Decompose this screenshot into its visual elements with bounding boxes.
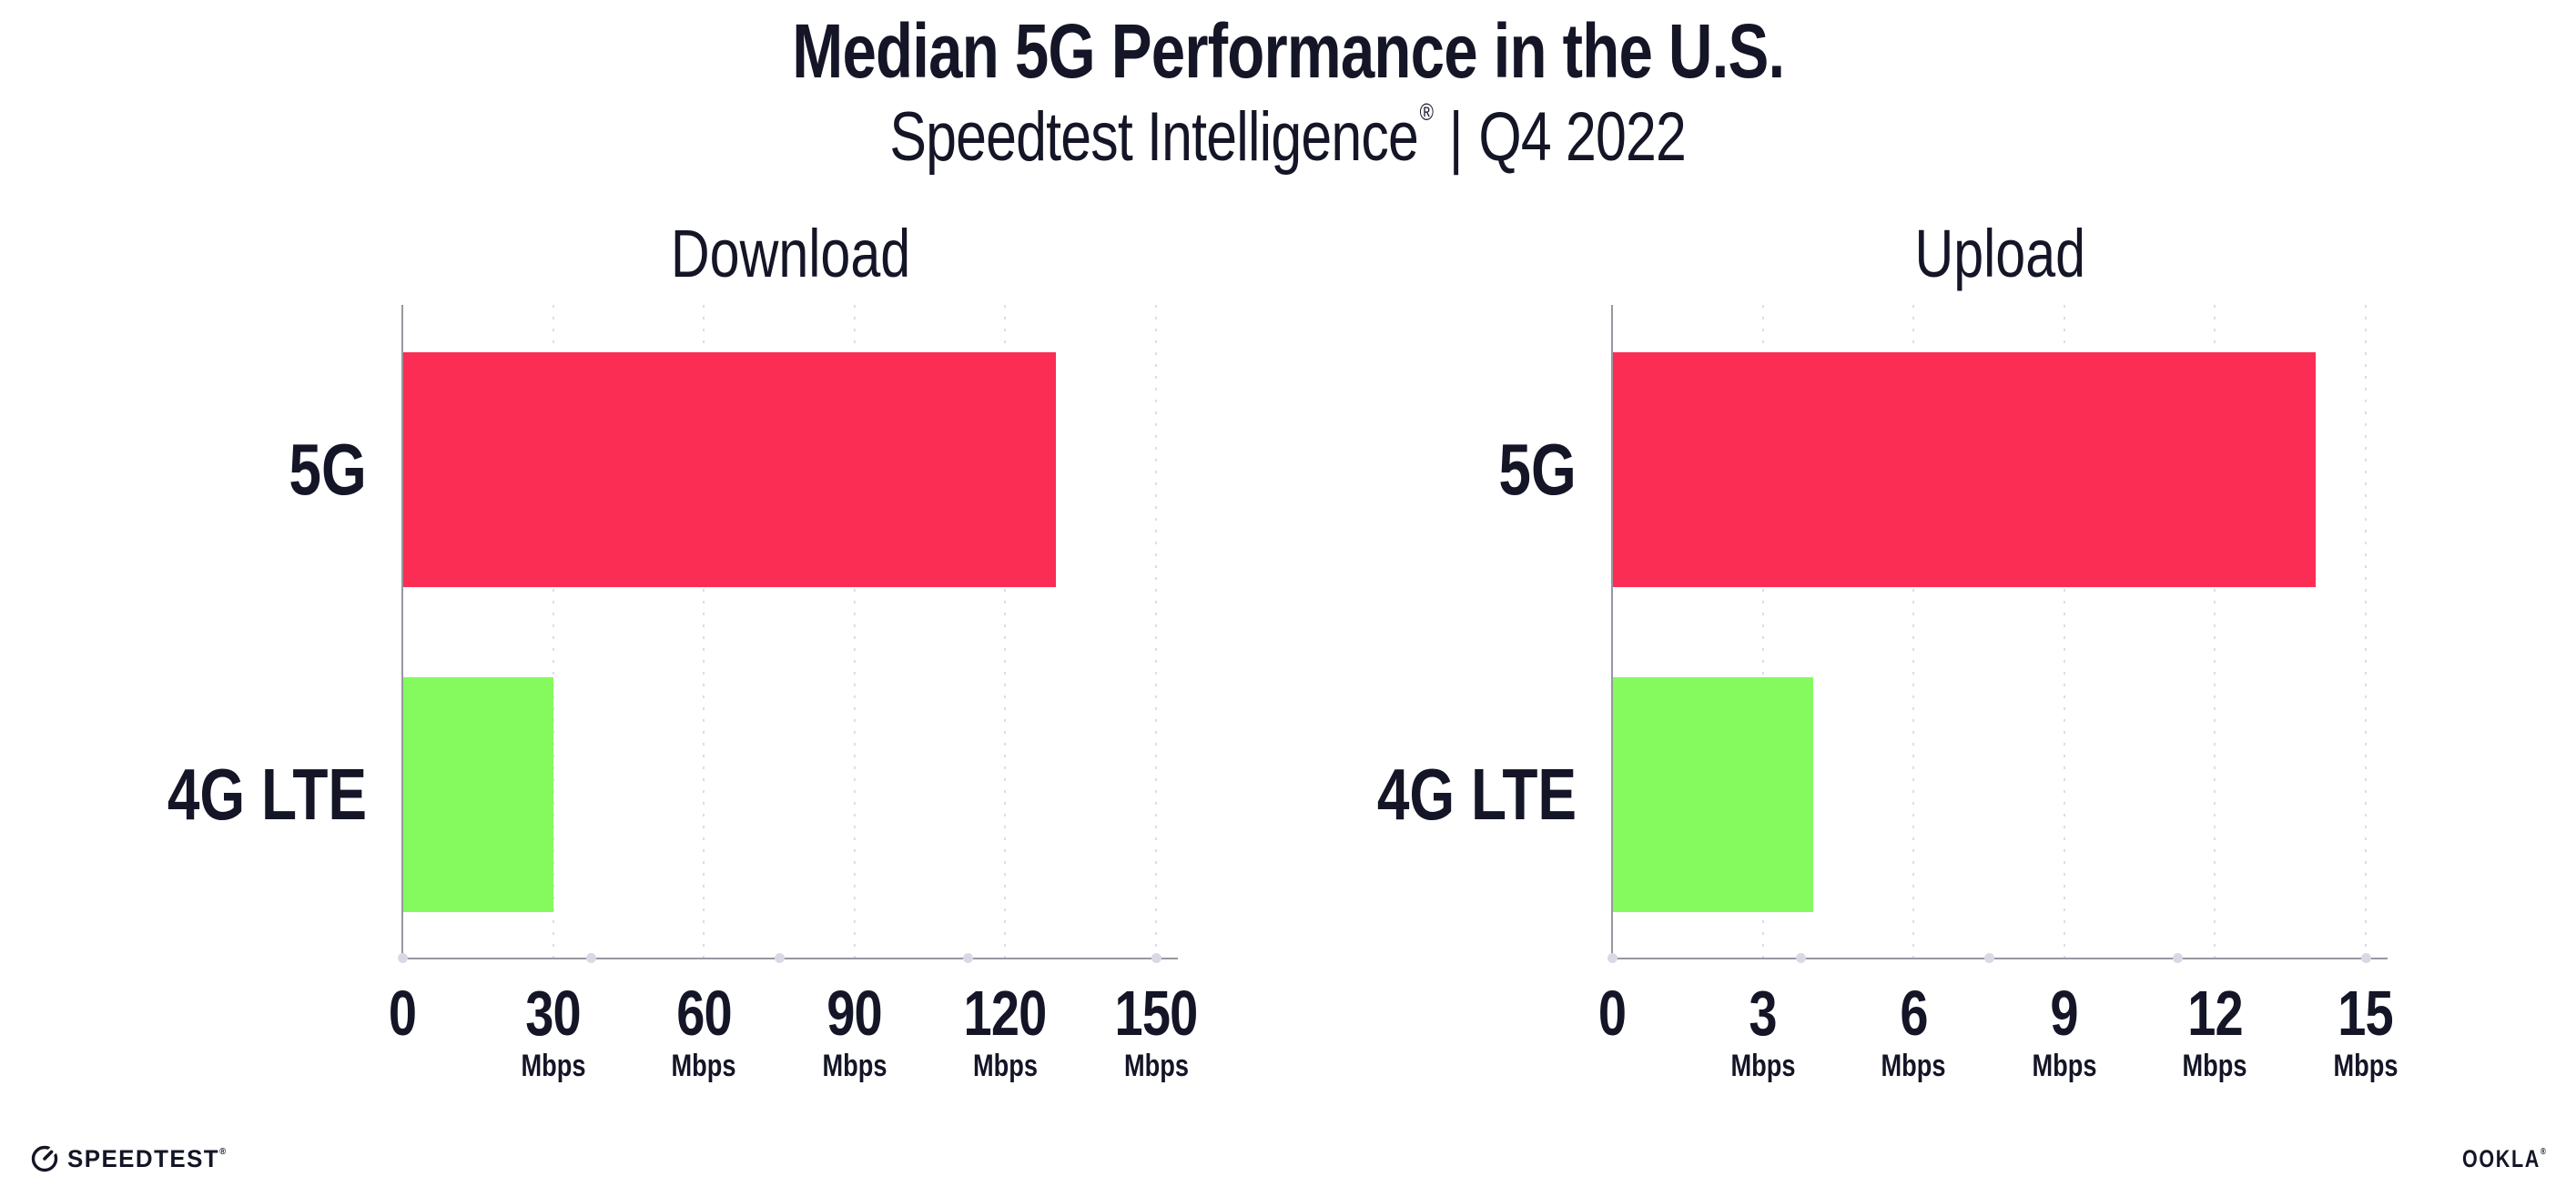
upload-tick-12: 12 Mbps: [2175, 981, 2256, 1081]
download-tick-150: 150 Mbps: [1104, 981, 1208, 1081]
download-tick-value-60: 60: [675, 978, 732, 1049]
upload-tick-unit-9: Mbps: [2032, 1049, 2097, 1083]
upload-gridline-12: [2214, 305, 2216, 959]
download-axis-dot-4: [1151, 953, 1161, 963]
download-tick-unit-120: Mbps: [972, 1049, 1038, 1083]
upload-tick-15: 15 Mbps: [2326, 981, 2407, 1081]
speedtest-gauge-icon: [31, 1144, 59, 1172]
download-bar-4g-lte: [402, 677, 553, 912]
download-category-label-4g-lte: 4G LTE: [167, 754, 367, 835]
download-tick-unit-30: Mbps: [521, 1049, 586, 1083]
upload-gridline-9: [2063, 305, 2065, 959]
upload-tick-value-15: 15: [2338, 978, 2394, 1049]
upload-tick-value-3: 3: [1749, 978, 1777, 1049]
upload-gridline-15: [2365, 305, 2367, 959]
upload-bar-4g-lte: [1612, 677, 1813, 912]
upload-x-axis-line: [1611, 958, 2388, 959]
download-tick-unit-60: Mbps: [671, 1049, 736, 1083]
download-axis-dot-0: [398, 953, 408, 963]
download-gridline-60: [703, 305, 705, 959]
registered-trademark-icon: ®: [1419, 98, 1434, 126]
download-axis-dot-3: [963, 953, 973, 963]
upload-tick-value-9: 9: [2050, 978, 2079, 1049]
ookla-wordmark: OOKLA®: [2462, 1144, 2546, 1172]
download-tick-value-0: 0: [388, 978, 417, 1049]
download-axis-dot-2: [775, 953, 785, 963]
page-subtitle: Speedtest Intelligence® | Q4 2022: [0, 100, 2576, 172]
upload-tick-6: 6 Mbps: [1873, 981, 1954, 1081]
upload-tick-value-6: 6: [1900, 978, 1928, 1049]
upload-axis-dot-0: [1607, 953, 1618, 963]
download-category-label-5g: 5G: [289, 429, 367, 510]
download-tick-90: 90 Mbps: [814, 981, 895, 1081]
subtitle-divider: |: [1449, 98, 1464, 176]
download-tick-30: 30 Mbps: [512, 981, 593, 1081]
subtitle-period: Q4 2022: [1478, 98, 1687, 176]
upload-chart-title: Upload: [1914, 216, 2086, 291]
download-gridline-90: [853, 305, 856, 959]
upload-bar-5g: [1612, 352, 2316, 587]
page-title: Median 5G Performance in the U.S.: [0, 13, 2576, 89]
upload-category-label-5g: 5G: [1498, 429, 1577, 510]
download-tick-120: 120 Mbps: [953, 981, 1057, 1081]
upload-tick-unit-6: Mbps: [1881, 1049, 1946, 1083]
page-title-text: Median 5G Performance in the U.S.: [791, 8, 1785, 94]
upload-tick-value-12: 12: [2187, 978, 2243, 1049]
upload-tick-9: 9 Mbps: [2023, 981, 2104, 1081]
page-subtitle-text: Speedtest Intelligence® | Q4 2022: [890, 100, 1687, 172]
upload-tick-value-0: 0: [1597, 978, 1627, 1049]
download-gridline-150: [1155, 305, 1157, 959]
download-tick-0: 0: [385, 981, 420, 1045]
speedtest-wordmark: SPEEDTEST®: [67, 1144, 227, 1172]
upload-tick-0: 0: [1595, 981, 1629, 1045]
upload-axis-dot-3: [2173, 953, 2183, 963]
download-chart-title: Download: [670, 216, 911, 291]
upload-tick-unit-12: Mbps: [2182, 1049, 2247, 1083]
download-gridline-120: [1004, 305, 1007, 959]
ookla-registered-mark: ®: [2541, 1146, 2546, 1157]
upload-axis-dot-4: [2361, 953, 2371, 963]
download-tick-value-150: 150: [1114, 978, 1198, 1049]
upload-axis-dot-1: [1796, 953, 1806, 963]
upload-y-axis-line: [1611, 305, 1613, 959]
download-tick-60: 60 Mbps: [664, 981, 745, 1081]
upload-gridline-3: [1761, 305, 1764, 959]
upload-axis-dot-2: [1984, 953, 1994, 963]
download-tick-value-30: 30: [525, 978, 581, 1049]
download-y-axis-line: [401, 305, 403, 959]
upload-category-label-4g-lte: 4G LTE: [1376, 754, 1577, 835]
download-tick-unit-90: Mbps: [822, 1049, 887, 1083]
upload-gridline-6: [1912, 305, 1915, 959]
ookla-logo: OOKLA®: [2441, 1140, 2546, 1178]
download-bar-5g: [402, 352, 1056, 587]
download-tick-value-90: 90: [827, 978, 883, 1049]
subtitle-product: Speedtest Intelligence: [889, 98, 1419, 176]
download-axis-dot-1: [586, 953, 596, 963]
download-gridline-30: [552, 305, 554, 959]
upload-tick-3: 3 Mbps: [1722, 981, 1803, 1081]
speedtest-registered-mark: ®: [219, 1146, 227, 1157]
upload-tick-unit-15: Mbps: [2333, 1049, 2399, 1083]
speedtest-logo: SPEEDTEST®: [30, 1140, 232, 1178]
download-tick-unit-150: Mbps: [1123, 1049, 1189, 1083]
download-x-axis-line: [401, 958, 1178, 959]
download-tick-value-120: 120: [963, 978, 1048, 1049]
upload-tick-unit-3: Mbps: [1730, 1049, 1796, 1083]
